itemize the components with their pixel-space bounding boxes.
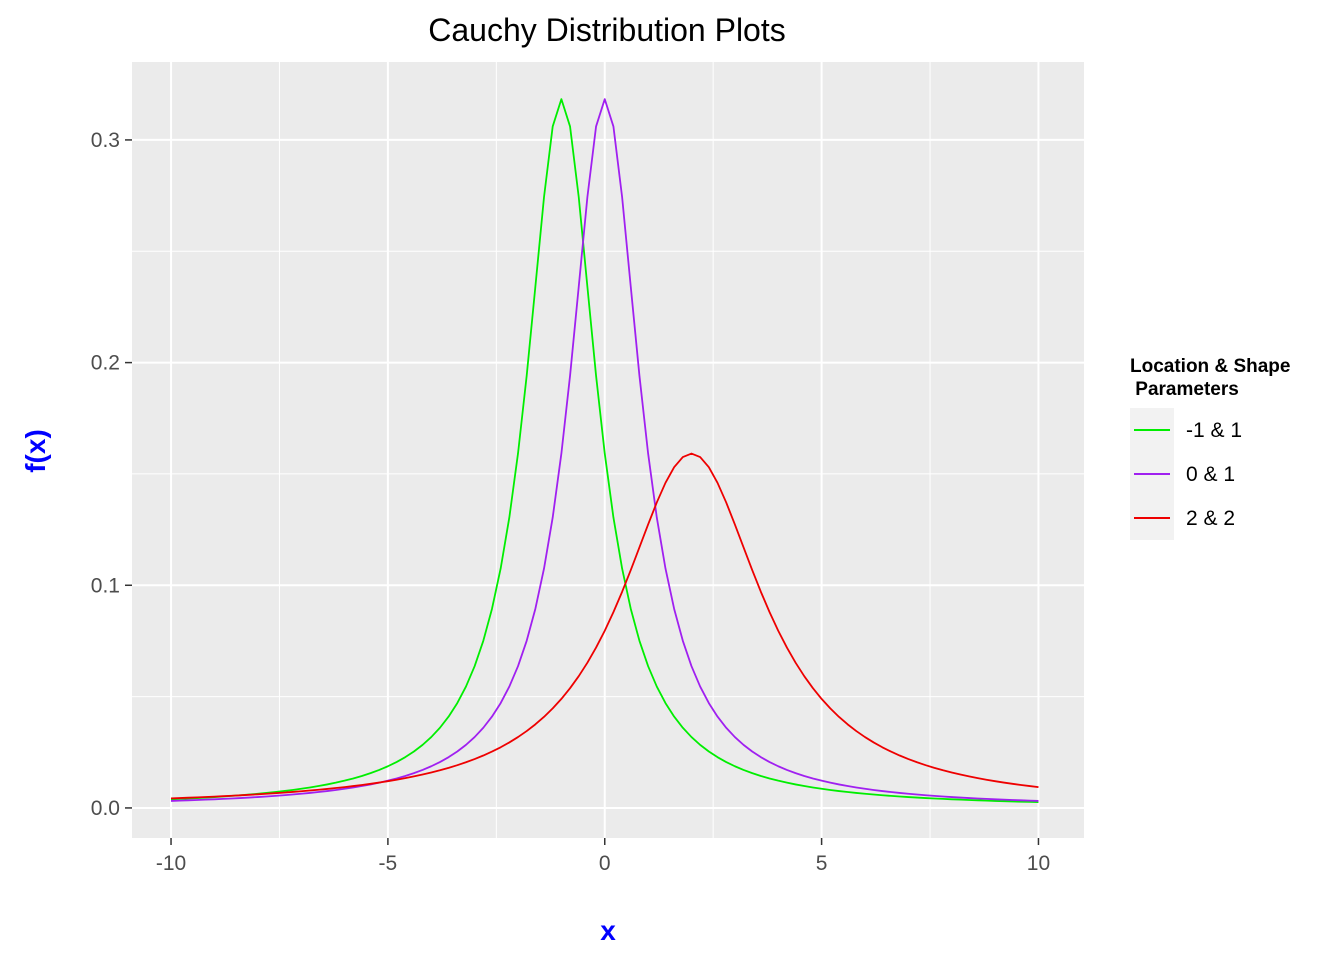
y-tick-label: 0.1: [91, 574, 120, 597]
series-lines: [170, 98, 1039, 804]
y-tick-label: 0.0: [91, 797, 120, 820]
plot-panel: [132, 62, 1084, 838]
x-tick-label: 0: [599, 852, 611, 875]
series-line-1: [170, 98, 1039, 804]
series-line-3: [170, 452, 1039, 800]
y-axis: 0.0 0.1 0.2 0.3: [91, 129, 132, 820]
y-tick-label: 0.3: [91, 129, 120, 152]
y-axis-title: f(x): [20, 429, 51, 473]
x-tick-label: 10: [1027, 852, 1050, 875]
x-axis: -10 -5 0 5 10: [156, 838, 1050, 875]
x-tick-label: 5: [816, 852, 828, 875]
series-line-2: [171, 98, 1039, 802]
chart-title: Cauchy Distribution Plots: [428, 12, 785, 48]
legend-label: -1 & 1: [1186, 419, 1242, 442]
x-tick-label: -10: [156, 852, 186, 875]
y-tick-label: 0.2: [91, 352, 120, 375]
legend-label: 2 & 2: [1186, 507, 1235, 530]
grid-major: [132, 62, 1084, 838]
legend: Location & Shape Parameters -1 & 1 0 & 1 2…: [1130, 356, 1290, 540]
legend-title-line2: Parameters: [1130, 379, 1239, 400]
x-tick-label: -5: [379, 852, 398, 875]
legend-items: -1 & 1 0 & 1 2 & 2: [1130, 408, 1242, 540]
legend-title-line1: Location & Shape: [1130, 356, 1290, 377]
x-axis-title: x: [600, 915, 616, 946]
legend-label: 0 & 1: [1186, 463, 1235, 486]
